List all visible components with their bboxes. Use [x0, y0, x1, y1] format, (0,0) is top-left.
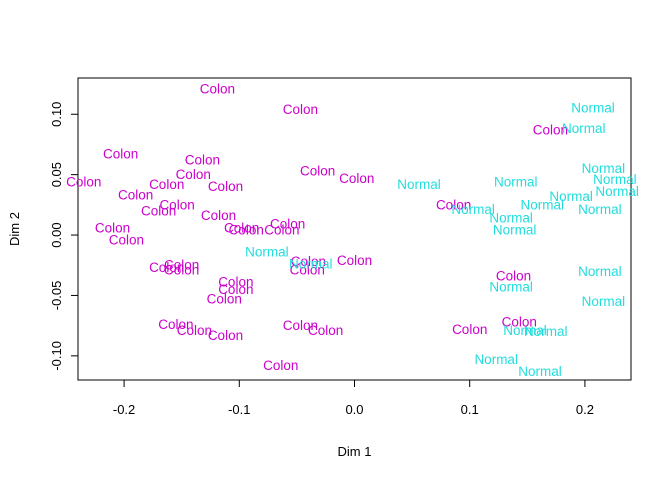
point-normal: Normal: [518, 364, 562, 379]
point-colon: Colon: [308, 323, 343, 338]
point-normal: Normal: [489, 279, 533, 294]
y-tick-label: 0.05: [49, 162, 64, 187]
point-colon: Colon: [208, 179, 243, 194]
point-normal: Normal: [451, 202, 495, 217]
point-colon: Colon: [290, 263, 325, 278]
point-normal: Normal: [593, 172, 637, 187]
x-axis-title: Dim 1: [338, 444, 372, 459]
point-colon: Colon: [300, 164, 335, 179]
x-tick-label: 0.2: [576, 402, 594, 417]
y-axis: -0.10 -0.05 0.00 0.05 0.10: [49, 102, 79, 371]
point-colon: Colon: [185, 153, 220, 168]
point-normal: Normal: [582, 294, 626, 309]
point-normal: Normal: [521, 197, 565, 212]
point-normal: Normal: [562, 121, 606, 136]
point-normal: Normal: [493, 223, 537, 238]
y-tick-label: -0.05: [49, 281, 64, 311]
point-colon: Colon: [208, 328, 243, 343]
point-colon: Colon: [207, 292, 242, 307]
point-colon: Colon: [291, 254, 326, 269]
point-normal: Normal: [549, 189, 593, 204]
point-colon: Colon: [496, 269, 531, 284]
point-colon: Colon: [339, 171, 374, 186]
point-colon: Colon: [103, 147, 138, 162]
point-colon: Colon: [159, 197, 194, 212]
point-colon: Colon: [229, 223, 264, 238]
point-normal: Normal: [397, 177, 441, 192]
point-colon: Colon: [270, 217, 305, 232]
x-tick-label: 0.0: [345, 402, 363, 417]
point-colon: Colon: [149, 177, 184, 192]
point-colon: Colon: [218, 275, 253, 290]
point-colon: Colon: [201, 208, 236, 223]
point-colon: Colon: [436, 197, 471, 212]
point-normal: Normal: [474, 352, 518, 367]
point-colon: Colon: [95, 220, 130, 235]
point-colon: Colon: [283, 102, 318, 117]
point-colon: Colon: [176, 167, 211, 182]
point-colon: Colon: [200, 81, 235, 96]
point-colon: Colon: [109, 232, 144, 247]
point-colon: Colon: [164, 263, 199, 278]
point-normal: Normal: [489, 211, 533, 226]
point-colon: Colon: [218, 282, 253, 297]
point-colon: Colon: [502, 315, 537, 330]
point-normal: Normal: [494, 174, 538, 189]
x-tick-label: 0.1: [461, 402, 479, 417]
x-tick-label: -0.2: [113, 402, 135, 417]
point-colon: Colon: [263, 358, 298, 373]
point-colon: Colon: [177, 323, 212, 338]
x-tick-label: -0.1: [228, 402, 250, 417]
point-colon: Colon: [164, 258, 199, 273]
point-normal: Normal: [578, 264, 622, 279]
point-colon: Colon: [66, 174, 101, 189]
point-colon: Colon: [149, 260, 184, 275]
point-normal: Normal: [503, 323, 547, 338]
y-tick-label: 0.00: [49, 222, 64, 247]
y-tick-label: 0.10: [49, 102, 64, 127]
point-normal: Normal: [289, 257, 333, 272]
point-colon: Colon: [283, 318, 318, 333]
point-colon: Colon: [118, 188, 153, 203]
point-colon: Colon: [141, 203, 176, 218]
point-colon: Colon: [452, 322, 487, 337]
point-normal: Normal: [578, 202, 622, 217]
point-colon: Colon: [158, 317, 193, 332]
y-tick-label: -0.10: [49, 341, 64, 371]
point-colon: Colon: [224, 220, 259, 235]
x-axis: -0.2 -0.1 0.0 0.1 0.2: [113, 379, 594, 417]
point-colon: Colon: [533, 122, 568, 137]
point-normal: Normal: [245, 244, 289, 259]
point-colon: Colon: [337, 253, 372, 268]
point-normal: Normal: [582, 161, 626, 176]
y-axis-title: Dim 2: [7, 212, 22, 246]
point-normal: Normal: [595, 184, 639, 199]
point-colon: Colon: [264, 223, 299, 238]
point-normal: Normal: [524, 324, 568, 339]
point-normal: Normal: [571, 101, 615, 116]
